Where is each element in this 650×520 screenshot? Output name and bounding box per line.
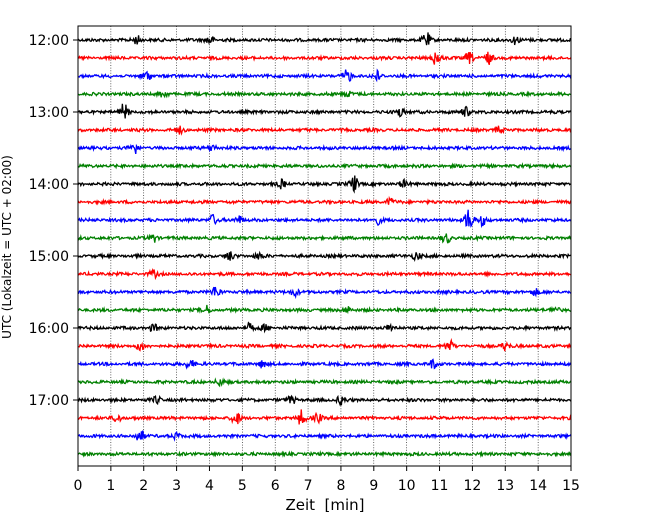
- trace-1400: [77, 175, 572, 194]
- trace-1230: [77, 68, 572, 83]
- x-tick-label-4: 4: [205, 478, 214, 494]
- y-axis-ticks: 12:00 13:00 14:00 15:00 16:00 17:00: [29, 33, 78, 409]
- plot-background: [78, 26, 571, 466]
- x-tick-label-5: 5: [238, 478, 247, 494]
- y-tick-label-1: 13:00: [29, 105, 69, 121]
- vertical-gridlines: [110, 26, 539, 466]
- y-tick-label-3: 15:00: [29, 249, 69, 265]
- x-tick-label-13: 13: [496, 478, 514, 494]
- x-tick-label-7: 7: [304, 478, 313, 494]
- y-tick-label-4: 16:00: [29, 321, 69, 337]
- y-tick-label-0: 12:00: [29, 33, 69, 49]
- x-tick-label-1: 1: [106, 478, 115, 494]
- trace-1330: [77, 143, 572, 155]
- trace-1600: [77, 321, 572, 334]
- trace-1345: [77, 162, 572, 170]
- trace-1700: [77, 394, 572, 407]
- x-tick-label-0: 0: [74, 478, 83, 494]
- x-tick-label-9: 9: [369, 478, 378, 494]
- trace-1530: [77, 286, 572, 300]
- trace-1445: [77, 233, 572, 244]
- trace-1215: [77, 51, 572, 66]
- x-tick-label-8: 8: [336, 478, 345, 494]
- trace-1315: [77, 125, 572, 136]
- trace-1430: [77, 209, 572, 229]
- trace-1615: [77, 337, 572, 352]
- x-tick-label-14: 14: [529, 478, 547, 494]
- trace-1645: [77, 377, 572, 388]
- trace-1630: [77, 358, 572, 370]
- y-axis-label: UTC (Lokalzeit = UTC + 02:00): [0, 155, 14, 339]
- x-axis-label: Zeit [min]: [285, 496, 364, 514]
- trace-1715: [77, 409, 572, 425]
- x-tick-label-15: 15: [562, 478, 580, 494]
- trace-1300: [77, 103, 572, 119]
- trace-1745: [77, 449, 572, 458]
- trace-1515: [77, 267, 572, 281]
- plot-frame: [77, 25, 572, 467]
- x-tick-label-10: 10: [398, 478, 416, 494]
- x-tick-label-6: 6: [271, 478, 280, 494]
- x-axis-ticks: 0 1 2 3 4 5 6 7 8 9 10 11 12 13 14 15: [74, 466, 580, 494]
- trace-1200: [77, 32, 571, 46]
- trace-1730: [77, 430, 572, 442]
- trace-1500: [77, 250, 572, 262]
- x-tick-label-2: 2: [139, 478, 148, 494]
- trace-1415: [77, 195, 572, 206]
- y-tick-label-5: 17:00: [29, 393, 69, 409]
- y-tick-label-2: 14:00: [29, 177, 69, 193]
- seismic-traces: [77, 32, 572, 458]
- trace-1245: [77, 90, 572, 99]
- x-tick-label-3: 3: [172, 478, 181, 494]
- x-tick-label-11: 11: [431, 478, 449, 494]
- trace-1545: [77, 304, 572, 315]
- x-tick-label-12: 12: [463, 478, 481, 494]
